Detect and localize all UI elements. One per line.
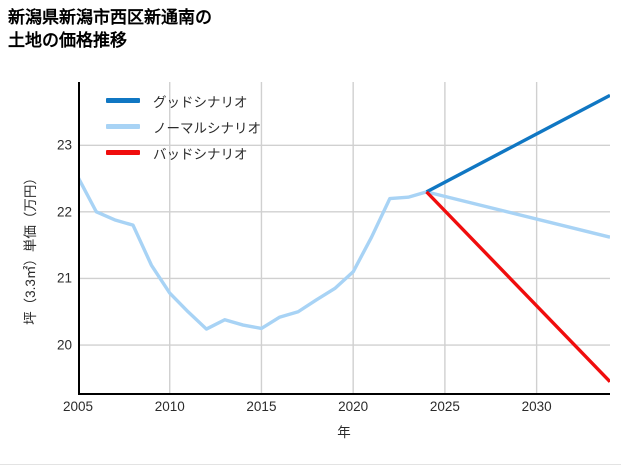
legend-item[interactable]: バッドシナリオ	[106, 144, 261, 162]
plot-area	[78, 82, 610, 395]
x-axis-line	[78, 393, 610, 395]
legend-item-label: ノーマルシナリオ	[153, 120, 261, 136]
y-axis-tick-label: 22	[56, 204, 72, 220]
x-axis-tick-label: 2030	[521, 399, 552, 414]
chart-title: 新潟県新潟市西区新通南の 土地の価格推移	[8, 8, 212, 51]
chart-canvas	[78, 82, 610, 395]
x-axis-tick-label: 2020	[338, 399, 369, 414]
x-axis-tick-label: 2025	[429, 399, 460, 414]
series-line	[78, 176, 610, 331]
chart-legend: グッドシナリオ ノーマルシナリオ バッドシナリオ	[106, 92, 261, 162]
legend-item-label: バッドシナリオ	[153, 146, 248, 162]
legend-item[interactable]: グッドシナリオ	[106, 92, 261, 110]
y-axis-tick-labels: 20 21 22 23	[42, 0, 72, 465]
legend-color-swatch	[106, 124, 140, 129]
y-axis-tick-label: 23	[56, 137, 72, 153]
x-axis-tick-label: 2015	[246, 399, 277, 414]
y-axis-label: 坪（3.3㎡）単価（万円）	[23, 171, 38, 325]
legend-color-swatch	[106, 98, 140, 103]
legend-item-label: グッドシナリオ	[153, 94, 248, 110]
legend-item[interactable]: ノーマルシナリオ	[106, 118, 261, 136]
x-axis-label: 年	[337, 425, 351, 440]
x-axis-tick-label: 2005	[62, 399, 94, 414]
y-axis-tick-label: 20	[56, 337, 72, 353]
y-axis-tick-label: 21	[56, 270, 72, 286]
legend-color-swatch	[106, 150, 140, 155]
series-line	[425, 190, 610, 383]
x-axis-tick-label: 2010	[154, 399, 185, 414]
series-line	[425, 93, 610, 194]
y-axis-line	[78, 82, 80, 395]
